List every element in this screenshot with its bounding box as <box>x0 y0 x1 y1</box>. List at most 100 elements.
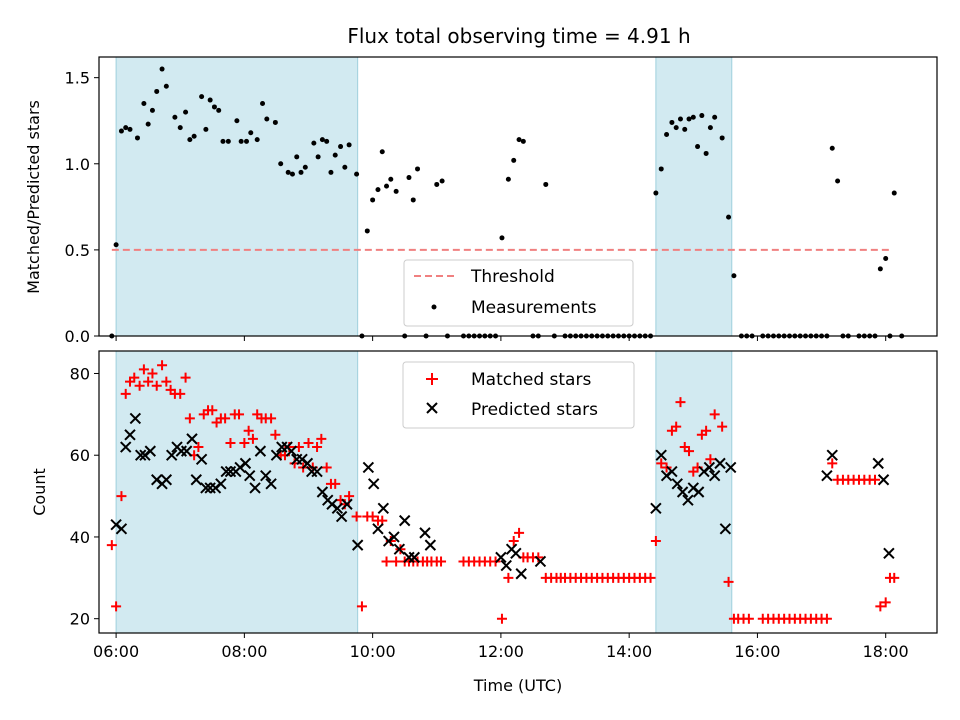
measurement-point <box>238 138 244 144</box>
measurement-point <box>677 116 683 122</box>
predicted-star-point <box>872 457 884 470</box>
predicted-star-point <box>692 486 705 498</box>
measurement-point <box>220 138 226 144</box>
matched-star-point <box>656 458 667 469</box>
bottom-legend-box <box>402 361 635 429</box>
predicted-star-point <box>186 433 198 445</box>
predicted-star-point <box>335 510 348 523</box>
predicted-star-point <box>239 457 252 470</box>
measurement-point <box>225 138 231 144</box>
predicted-star-point <box>708 469 721 482</box>
measurement-point <box>278 161 284 167</box>
measurement-point <box>145 121 151 127</box>
matched-star-point <box>367 511 378 522</box>
measurement-point <box>324 138 330 144</box>
predicted-star-point <box>285 445 298 457</box>
measurement-point <box>707 125 713 131</box>
legend-measurements-swatch <box>431 304 437 310</box>
measurement-point <box>415 166 421 172</box>
predicted-star-point <box>200 482 212 494</box>
measurement-point <box>703 150 709 156</box>
predicted-star-point <box>515 568 527 580</box>
measurement-point <box>883 256 889 261</box>
x-tick-label: 06:00 <box>93 642 139 661</box>
matched-star-point <box>709 409 720 420</box>
bottom-legend: Matched stars Predicted stars <box>402 361 635 429</box>
measurement-point <box>379 149 385 155</box>
measurement-point <box>328 169 334 175</box>
measurement-point <box>364 228 370 234</box>
predicted-star-point <box>260 469 272 482</box>
measurement-point <box>338 144 344 150</box>
matched-star-point <box>184 413 195 424</box>
top-y-ticks: 0.0 0.5 1.0 1.5 <box>65 69 99 346</box>
matched-star-point <box>143 376 154 387</box>
predicted-star-point <box>419 527 431 539</box>
predicted-star-point <box>301 457 314 470</box>
y-tick-label: 60 <box>70 446 90 465</box>
measurement-point <box>686 116 692 122</box>
measurement-point <box>682 126 688 132</box>
measurement-point <box>199 94 205 100</box>
matched-star-point <box>234 409 245 420</box>
measurement-point <box>248 130 254 136</box>
measurement-point <box>315 154 321 160</box>
matched-star-point <box>239 437 250 448</box>
measurement-point <box>354 171 360 177</box>
matched-star-point <box>247 433 258 444</box>
top-panel: 0.0 0.5 1.0 1.5 Matched/Predicted stars Thr… <box>24 56 938 346</box>
matched-star-point <box>827 458 838 469</box>
x-tick-label: 14:00 <box>606 642 652 661</box>
predicted-star-point <box>129 412 142 425</box>
predicted-star-point <box>160 474 173 486</box>
predicted-star-point <box>270 449 283 461</box>
matched-star-point <box>684 446 695 457</box>
measurement-point <box>234 118 240 124</box>
bottom-y-ticks: 20 40 60 80 <box>70 364 99 629</box>
predicted-star-point <box>249 482 261 494</box>
matched-star-point <box>496 613 507 624</box>
measurement-point <box>118 128 124 134</box>
measurement-point <box>520 138 526 144</box>
x-tick-label: 16:00 <box>734 642 780 661</box>
measurement-point <box>294 154 300 160</box>
measurement-point <box>172 114 178 120</box>
measurement-point <box>829 145 835 151</box>
matched-star-point <box>508 536 519 547</box>
predicted-star-point <box>362 461 375 474</box>
matched-star-point <box>889 572 900 583</box>
measurement-point <box>141 101 147 106</box>
measurement-point <box>134 135 140 141</box>
measurement-point <box>673 125 679 131</box>
measurement-point <box>149 107 155 113</box>
predicted-star-point <box>719 523 732 535</box>
matched-star-point <box>161 376 172 387</box>
measurement-point <box>877 266 883 272</box>
x-axis-label: Time (UTC) <box>473 676 562 695</box>
chart-title: Flux total observing time = 4.91 h <box>347 24 690 48</box>
measurement-point <box>690 114 696 120</box>
measurement-point <box>113 242 119 248</box>
predicted-star-point <box>666 465 678 478</box>
measurement-point <box>123 125 129 131</box>
measurement-point <box>719 135 725 141</box>
matched-star-point <box>717 421 728 432</box>
y-tick-label: 20 <box>70 610 90 629</box>
predicted-star-point <box>398 514 411 527</box>
matched-star-point <box>870 474 881 485</box>
measurement-point <box>254 137 260 143</box>
matched-star-point <box>106 540 117 551</box>
predicted-star-point <box>671 478 683 490</box>
measurement-point <box>375 187 381 193</box>
measurement-point <box>187 137 193 143</box>
predicted-star-point <box>877 474 890 486</box>
predicted-star-point <box>220 465 232 478</box>
matched-star-point <box>503 572 514 583</box>
y-tick-label: 1.0 <box>65 155 90 174</box>
predicted-star-point <box>510 547 522 560</box>
matched-star-point <box>650 536 661 547</box>
predicted-star-point <box>500 559 512 572</box>
measurement-point <box>410 197 416 203</box>
y-tick-label: 0.5 <box>65 241 90 260</box>
x-tick-label: 12:00 <box>478 642 524 661</box>
